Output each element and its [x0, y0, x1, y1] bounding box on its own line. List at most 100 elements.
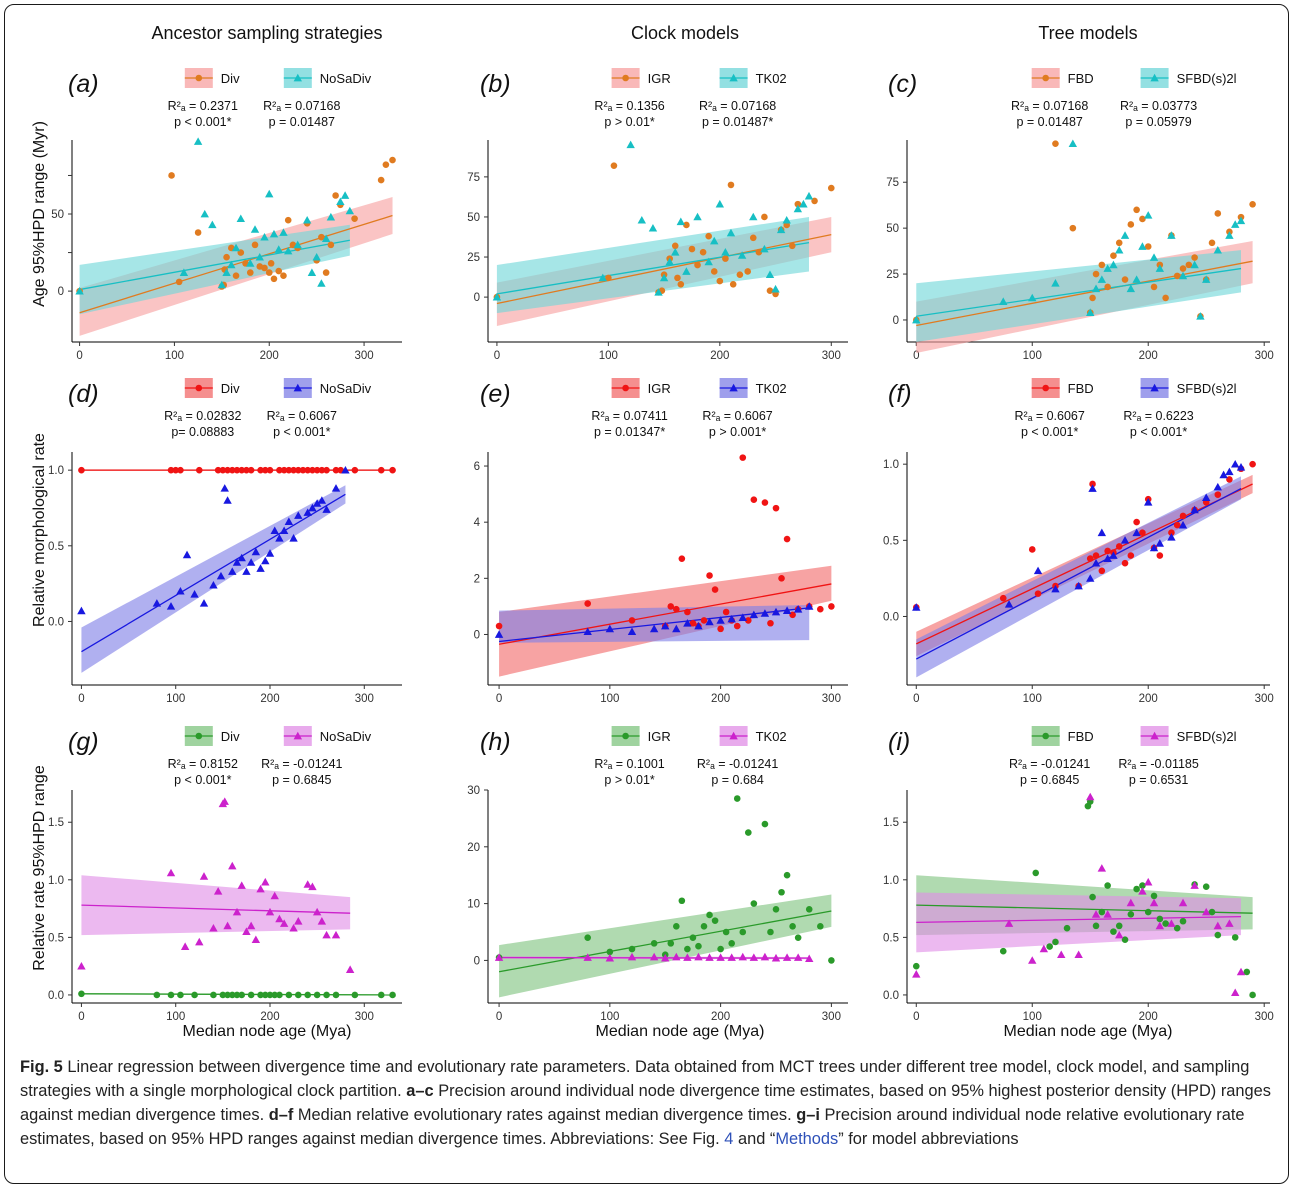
y-tick-label: 1.0: [883, 459, 899, 471]
x-tick-label: 100: [1023, 350, 1042, 362]
data-point: [722, 255, 729, 262]
data-point: [220, 797, 229, 805]
data-point: [1051, 279, 1060, 287]
data-point: [665, 257, 674, 266]
x-tick-label: 0: [76, 350, 82, 362]
data-point: [676, 217, 686, 226]
data-point: [650, 940, 658, 947]
data-point: [321, 234, 331, 243]
x-tick-label: 100: [600, 693, 619, 705]
stat-r2: R²ₐ = 0.1001: [594, 757, 664, 771]
data-point: [265, 549, 275, 557]
data-point: [1167, 231, 1176, 239]
legend-key-marker: [1042, 74, 1049, 82]
data-point: [705, 617, 714, 626]
confidence-band-0: [499, 894, 832, 998]
y-tick-label: 0: [474, 955, 480, 967]
data-point: [710, 268, 718, 275]
data-point: [736, 271, 744, 278]
data-point: [312, 252, 321, 261]
y-tick-label: 4: [474, 517, 481, 529]
data-point: [1086, 555, 1094, 562]
data-point: [294, 511, 303, 519]
data-point: [302, 215, 312, 224]
data-point: [345, 965, 355, 973]
data-point: [377, 991, 385, 999]
data-point: [761, 213, 768, 221]
data-point: [1097, 864, 1107, 872]
data-point: [1144, 498, 1153, 506]
data-point: [739, 928, 747, 936]
legend-key-marker: [293, 731, 302, 740]
data-point: [1144, 211, 1153, 219]
panel-f: 0 100 200 300 0.0 0.5 1.0 (f) FBD SFBD(s)2l R²ₐ = …: [883, 378, 1274, 705]
y-tick-label: 1.0: [48, 465, 64, 477]
legend-key-marker: [622, 74, 629, 82]
data-point: [168, 172, 175, 179]
data-point: [332, 991, 340, 999]
data-point: [716, 616, 725, 624]
data-point: [783, 871, 791, 879]
data-point: [255, 252, 264, 261]
panel-letter: (d): [68, 380, 99, 408]
confidence-band-1: [916, 250, 1242, 342]
panel-a: 0 100 200 300 0 50 (a) Div NoSaDiv R²ₐ = 0.2371 p …: [51, 68, 402, 362]
data-point: [705, 232, 712, 240]
data-point: [312, 499, 322, 507]
y-tick-label: 50: [467, 212, 480, 224]
data-point: [1032, 869, 1040, 877]
data-point: [327, 241, 335, 249]
data-point: [261, 264, 268, 272]
data-point: [1167, 533, 1176, 541]
data-point: [1243, 968, 1251, 976]
data-point: [673, 605, 680, 613]
column-title-3: Tree models: [1038, 23, 1137, 43]
data-point: [1103, 554, 1112, 562]
data-point: [693, 212, 702, 221]
data-point: [179, 268, 189, 276]
data-point: [77, 961, 86, 970]
stat-p-value: p < 0.001*: [273, 425, 330, 439]
y-tick-label: 0.0: [48, 616, 64, 628]
stat-r2: R²ₐ = 0.07168: [263, 99, 340, 113]
data-point: [1190, 260, 1199, 269]
data-point: [200, 209, 209, 218]
data-point: [1033, 566, 1043, 575]
data-point: [694, 952, 703, 961]
x-tick-label: 300: [822, 350, 841, 362]
data-point: [805, 602, 814, 610]
data-point: [1173, 521, 1181, 529]
x-tick-label: 0: [913, 693, 919, 705]
regression-line-1: [81, 493, 346, 653]
data-point: [1231, 988, 1240, 996]
fig4-link[interactable]: 4: [724, 1130, 734, 1148]
data-point: [1179, 512, 1187, 520]
data-point: [294, 917, 303, 925]
data-point: [1155, 264, 1165, 272]
legend-label: SFBD(s)2l: [1177, 729, 1237, 744]
data-point: [232, 272, 240, 279]
legend-key-marker: [1042, 732, 1049, 740]
x-tick-label: 0: [913, 350, 919, 362]
y-tick-label: 50: [51, 209, 64, 221]
y-tick-label: 6: [474, 461, 480, 473]
data-point: [303, 880, 312, 888]
data-point: [177, 466, 184, 474]
data-point: [628, 945, 636, 953]
legend-label: IGR: [648, 381, 671, 396]
panel-letter: (f): [888, 380, 912, 408]
data-point: [313, 466, 321, 474]
data-point: [331, 484, 341, 492]
data-point: [266, 466, 274, 474]
data-point: [1104, 547, 1111, 555]
data-point: [1126, 284, 1136, 293]
data-point: [804, 191, 814, 200]
methods-link[interactable]: Methods: [775, 1130, 839, 1148]
data-point: [269, 229, 279, 238]
stat-r2: R²ₐ = 0.07168: [1011, 99, 1088, 113]
data-point: [345, 206, 355, 215]
data-point: [711, 917, 719, 924]
data-point: [1132, 528, 1141, 537]
data-point: [1213, 245, 1223, 254]
data-point: [1149, 898, 1159, 907]
